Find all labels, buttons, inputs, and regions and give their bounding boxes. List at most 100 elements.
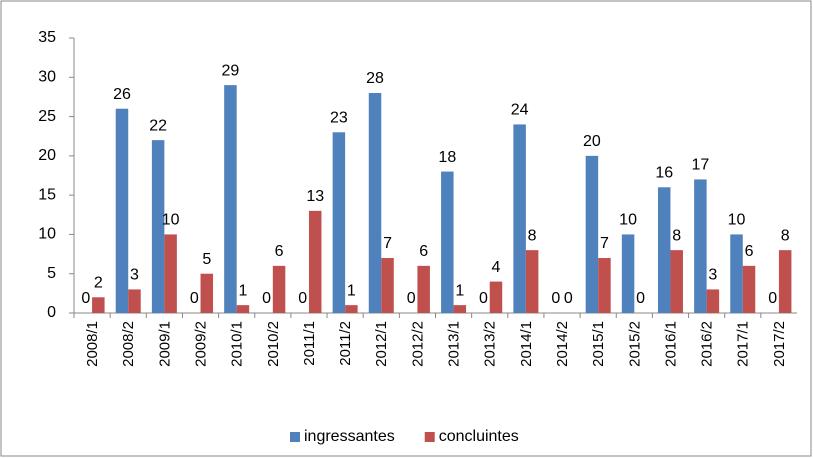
y-tick-label: 5 <box>47 265 56 282</box>
y-tick-label: 30 <box>38 69 56 86</box>
bar <box>778 250 792 313</box>
legend-swatch <box>424 432 435 442</box>
y-tick-label: 20 <box>38 147 56 164</box>
value-label: 13 <box>306 188 324 205</box>
bar <box>417 265 430 313</box>
bar <box>224 85 237 314</box>
value-label: 0 <box>81 290 90 307</box>
bar <box>164 234 177 313</box>
value-label: 16 <box>655 165 673 182</box>
x-tick-label: 2009/1 <box>156 321 173 367</box>
x-tick-label: 2017/1 <box>735 321 752 367</box>
value-label: 28 <box>366 70 384 87</box>
y-tick-label: 10 <box>38 226 56 243</box>
bar <box>670 250 683 313</box>
bar <box>332 132 346 313</box>
value-label: 6 <box>419 243 428 260</box>
bar <box>368 93 382 313</box>
value-label: 0 <box>551 290 560 307</box>
value-label: 0 <box>564 290 573 307</box>
value-label: 3 <box>130 267 139 284</box>
x-tick-label: 2015/1 <box>590 321 607 367</box>
x-tick-label: 2017/2 <box>771 321 788 367</box>
x-tick-label: 2008/2 <box>120 321 137 367</box>
value-label: 17 <box>691 157 709 174</box>
value-label: 4 <box>492 259 501 276</box>
x-tick-label: 2016/2 <box>699 321 716 367</box>
value-label: 2 <box>94 275 103 292</box>
bar <box>621 234 635 313</box>
bar <box>345 305 358 313</box>
value-label: 1 <box>455 282 464 299</box>
y-tick-label: 0 <box>47 304 56 321</box>
bar <box>115 108 129 313</box>
bar <box>151 140 165 313</box>
bar <box>453 305 467 313</box>
bar <box>694 179 707 313</box>
value-label: 1 <box>347 282 356 299</box>
value-label: 0 <box>768 290 777 307</box>
value-label: 0 <box>479 290 488 307</box>
value-label: 0 <box>298 290 307 307</box>
value-label: 3 <box>708 267 717 284</box>
value-label: 8 <box>781 227 790 244</box>
x-tick-label: 2011/2 <box>337 321 354 366</box>
x-tick-label: 2014/2 <box>554 321 571 367</box>
bar <box>513 124 526 313</box>
bar <box>706 289 720 313</box>
value-label: 29 <box>222 62 240 79</box>
bar <box>128 289 141 313</box>
x-tick-label: 2010/1 <box>229 321 246 367</box>
legend-label: concluintes <box>439 428 519 445</box>
y-tick-label: 35 <box>38 29 56 46</box>
value-label: 7 <box>383 235 392 252</box>
value-label: 10 <box>619 212 637 229</box>
value-label: 8 <box>672 227 681 244</box>
value-label: 8 <box>528 227 537 244</box>
value-label: 20 <box>583 133 601 150</box>
value-label: 18 <box>438 149 456 166</box>
x-tick-label: 2014/1 <box>518 321 535 367</box>
x-tick-label: 2015/2 <box>626 321 643 367</box>
value-label: 24 <box>511 102 529 119</box>
y-tick-label: 25 <box>38 108 56 125</box>
bar <box>441 171 454 313</box>
bar <box>381 258 394 313</box>
bar <box>525 250 539 313</box>
bar <box>742 265 756 313</box>
value-label: 6 <box>275 243 284 260</box>
legend-swatch <box>290 432 300 442</box>
value-label: 0 <box>407 290 416 307</box>
value-label: 26 <box>113 86 131 103</box>
value-label: 0 <box>262 290 271 307</box>
x-tick-label: 2008/1 <box>84 321 101 367</box>
value-label: 10 <box>728 212 746 229</box>
value-label: 0 <box>190 290 199 307</box>
value-label: 10 <box>162 212 180 229</box>
value-label: 6 <box>745 243 754 260</box>
bar <box>598 258 611 313</box>
bar <box>730 234 743 313</box>
bar <box>308 210 322 313</box>
bar <box>92 297 105 313</box>
value-label: 7 <box>600 235 609 252</box>
value-label: 5 <box>202 251 211 268</box>
x-tick-label: 2010/2 <box>265 321 282 367</box>
bar <box>585 155 599 313</box>
x-tick-label: 2012/2 <box>409 321 426 367</box>
x-tick-label: 2011/1 <box>301 321 318 366</box>
x-tick-label: 2016/1 <box>662 321 679 367</box>
x-tick-label: 2013/1 <box>446 321 463 367</box>
value-label: 23 <box>330 110 348 127</box>
value-label: 22 <box>149 117 167 134</box>
legend-label: ingressantes <box>304 428 395 445</box>
x-tick-label: 2009/2 <box>192 321 209 367</box>
bar <box>272 265 286 313</box>
bar <box>489 281 503 313</box>
x-tick-label: 2013/2 <box>482 321 499 367</box>
bar <box>657 187 671 313</box>
x-tick-label: 2012/1 <box>373 321 390 367</box>
bar <box>200 273 214 313</box>
